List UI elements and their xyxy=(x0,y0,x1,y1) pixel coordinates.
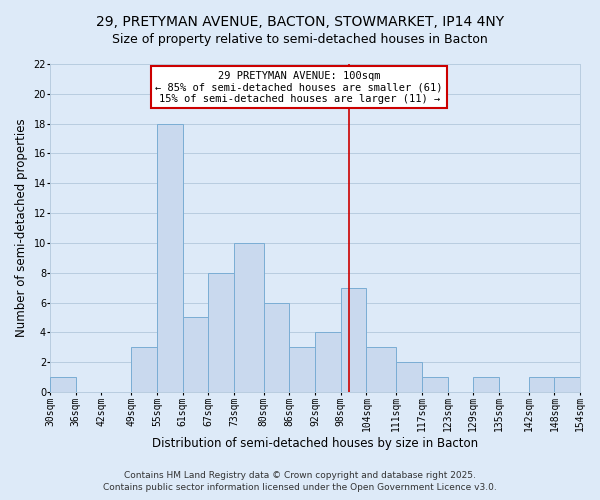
Bar xyxy=(50,377,76,392)
Text: Size of property relative to semi-detached houses in Bacton: Size of property relative to semi-detach… xyxy=(112,32,488,46)
Bar xyxy=(367,348,396,392)
Bar xyxy=(264,302,289,392)
Bar xyxy=(182,318,208,392)
Bar xyxy=(208,272,234,392)
Bar xyxy=(529,377,554,392)
Bar xyxy=(157,124,182,392)
Text: 29, PRETYMAN AVENUE, BACTON, STOWMARKET, IP14 4NY: 29, PRETYMAN AVENUE, BACTON, STOWMARKET,… xyxy=(96,15,504,29)
Text: 29 PRETYMAN AVENUE: 100sqm
← 85% of semi-detached houses are smaller (61)
15% of: 29 PRETYMAN AVENUE: 100sqm ← 85% of semi… xyxy=(155,70,443,104)
Bar xyxy=(289,348,315,392)
Bar xyxy=(341,288,367,392)
Y-axis label: Number of semi-detached properties: Number of semi-detached properties xyxy=(15,118,28,338)
Bar xyxy=(234,243,264,392)
Bar xyxy=(131,348,157,392)
Bar xyxy=(422,377,448,392)
Text: Contains HM Land Registry data © Crown copyright and database right 2025.
Contai: Contains HM Land Registry data © Crown c… xyxy=(103,471,497,492)
Bar xyxy=(396,362,422,392)
Bar xyxy=(473,377,499,392)
X-axis label: Distribution of semi-detached houses by size in Bacton: Distribution of semi-detached houses by … xyxy=(152,437,478,450)
Bar xyxy=(315,332,341,392)
Bar xyxy=(554,377,580,392)
